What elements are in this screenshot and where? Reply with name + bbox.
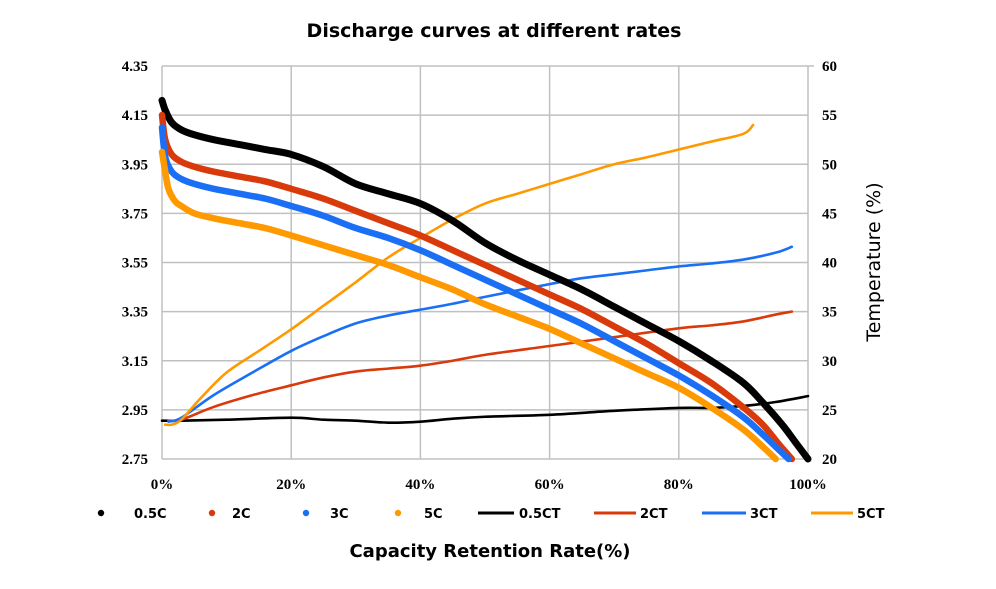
legend-dot-marker — [302, 509, 310, 517]
y2-tick-label: 20 — [822, 452, 837, 468]
legend-label: 0.5CT — [519, 507, 561, 522]
y-axis-left: 2.75 2.95 3.15 3.35 3.55 3.75 3.95 4.15 4.35 — [122, 59, 148, 468]
y-axis-right: 20 25 30 35 40 45 50 55 60 — [822, 59, 837, 468]
series-2c-voltage-curve — [158, 111, 796, 463]
y-tick-label: 4.35 — [122, 59, 148, 75]
legend-dot-marker — [97, 509, 105, 517]
series-0-5ct-temperature-line — [160, 394, 810, 424]
legend-item-5c: 5C — [394, 507, 443, 522]
legend-item-5ct: 5CT — [811, 507, 885, 522]
legend-item-2ct: 2CT — [594, 507, 668, 522]
series-3c-voltage-curve — [158, 124, 792, 463]
y2-tick-label: 50 — [822, 157, 837, 173]
legend-item-2c: 2C — [208, 507, 251, 522]
series-3ct-temperature-line — [167, 245, 794, 423]
legend: 0.5C 2C 3C 5C 0.5CT 2CT 3CT 5CT — [97, 507, 885, 522]
x-tick-label: 0% — [151, 477, 174, 493]
y2-tick-label: 40 — [822, 256, 837, 272]
y-tick-label: 4.15 — [122, 108, 148, 124]
series-5c-voltage-curve — [158, 148, 779, 463]
legend-label: 0.5C — [134, 507, 167, 522]
legend-dot-marker — [208, 509, 216, 517]
x-tick-label: 80% — [664, 477, 694, 493]
legend-item-0-5ct: 0.5CT — [478, 507, 561, 522]
y2-tick-label: 25 — [822, 403, 837, 419]
legend-label: 5CT — [857, 507, 885, 522]
legend-item-0-5c: 0.5C — [97, 507, 167, 522]
legend-dot-marker — [394, 509, 402, 517]
y-tick-label: 3.15 — [122, 354, 148, 370]
y2-axis-title: Temperature (%) — [863, 182, 885, 342]
series-layer — [158, 96, 812, 463]
legend-label: 2CT — [640, 507, 668, 522]
x-tick-label: 60% — [535, 477, 565, 493]
x-tick-label: 40% — [405, 477, 435, 493]
y2-tick-label: 60 — [822, 59, 837, 75]
y-tick-label: 3.95 — [122, 157, 148, 173]
series-2ct-temperature-line — [167, 310, 794, 423]
y2-tick-label: 35 — [822, 305, 837, 321]
legend-item-3c: 3C — [302, 507, 349, 522]
y2-tick-label: 30 — [822, 354, 837, 370]
y-tick-label: 3.75 — [122, 206, 148, 222]
x-tick-label: 20% — [276, 477, 306, 493]
x-axis-title: Capacity Retention Rate(%) — [349, 541, 630, 562]
legend-label: 5C — [424, 507, 443, 522]
x-tick-label: 100% — [789, 477, 827, 493]
legend-label: 3CT — [750, 507, 778, 522]
legend-label: 3C — [330, 507, 349, 522]
x-axis: 0% 20% 40% 60% 80% 100% — [151, 477, 827, 493]
y2-tick-label: 55 — [822, 108, 837, 124]
y-tick-label: 2.75 — [122, 452, 148, 468]
y-tick-label: 3.55 — [122, 256, 148, 272]
y-tick-label: 3.35 — [122, 305, 148, 321]
chart-title: Discharge curves at different rates — [307, 20, 682, 42]
y-tick-label: 2.95 — [122, 403, 148, 419]
legend-item-3ct: 3CT — [702, 507, 778, 522]
series-5ct-temperature-line — [163, 123, 755, 427]
legend-label: 2C — [232, 507, 251, 522]
y2-tick-label: 45 — [822, 206, 837, 222]
